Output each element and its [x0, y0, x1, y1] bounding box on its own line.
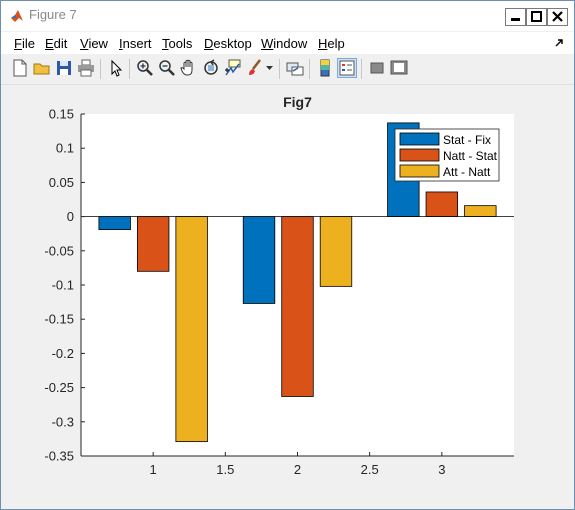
- hide-plot-tools-icon: [370, 62, 384, 74]
- legend-swatch: [399, 164, 440, 178]
- brush-button[interactable]: [245, 58, 265, 78]
- close-button[interactable]: [547, 8, 568, 26]
- y-tick-label: -0.3: [52, 414, 74, 429]
- x-tick-label: 1: [150, 462, 157, 477]
- maximize-icon: [531, 11, 542, 22]
- maximize-button[interactable]: [526, 8, 547, 26]
- pan-button[interactable]: [179, 58, 199, 78]
- rotate-3d-icon: [204, 59, 218, 75]
- y-tick-label: 0.1: [56, 141, 74, 156]
- chevron-down-icon[interactable]: [266, 66, 273, 71]
- edit-plot-arrow-icon: [111, 59, 123, 77]
- zoom-out-icon: [159, 60, 175, 76]
- menu-help[interactable]: Help: [318, 36, 345, 51]
- menu-window[interactable]: Window: [261, 36, 308, 51]
- menu-insert[interactable]: Insert: [119, 36, 152, 51]
- chart-title: Fig7: [283, 94, 312, 110]
- bar: [98, 216, 131, 230]
- menu-file[interactable]: File: [14, 36, 35, 51]
- x-tick-label: 1.5: [216, 462, 234, 477]
- save-icon: [57, 61, 71, 75]
- show-plot-tools-button[interactable]: [389, 58, 409, 78]
- toolbar-separator: [309, 59, 310, 79]
- legend-swatch: [399, 132, 440, 146]
- link-plot-icon: [286, 62, 304, 76]
- new-figure-icon: [13, 59, 27, 77]
- zoom-in-button[interactable]: [135, 58, 155, 78]
- legend-label: Natt - Stat: [443, 149, 498, 163]
- toolbar-separator: [100, 59, 101, 79]
- hide-plot-tools-button[interactable]: [367, 58, 387, 78]
- open-file-button[interactable]: [32, 58, 52, 78]
- y-tick-label: -0.1: [52, 278, 74, 293]
- x-tick-label: 3: [438, 462, 445, 477]
- bar: [425, 191, 459, 217]
- legend-swatch: [399, 148, 440, 162]
- brush-icon: [249, 59, 261, 75]
- y-tick-label: 0: [67, 209, 74, 224]
- data-cursor-button[interactable]: [223, 58, 243, 78]
- close-icon: [552, 11, 563, 22]
- y-tick-label: 0.05: [49, 175, 74, 190]
- x-tick-label: 2: [294, 462, 301, 477]
- rotate-button[interactable]: [201, 58, 221, 78]
- toolbar-separator: [129, 59, 130, 79]
- print-icon: [78, 59, 94, 77]
- insert-legend-icon: [339, 60, 355, 76]
- print-button[interactable]: [76, 58, 96, 78]
- toolbar-separator: [279, 59, 280, 79]
- insert-colorbar-button[interactable]: [315, 58, 335, 78]
- bar: [136, 216, 170, 272]
- bar: [319, 216, 353, 287]
- minimize-button[interactable]: [505, 8, 526, 26]
- open-file-icon: [33, 63, 50, 75]
- new-figure-button[interactable]: [10, 58, 30, 78]
- minimize-icon: [511, 18, 520, 21]
- bar: [281, 216, 314, 397]
- figure-toolbar: [1, 54, 574, 85]
- show-plot-tools-icon: [390, 60, 408, 75]
- bar: [464, 205, 497, 217]
- bar-chart[interactable]: Fig7 0.15 0.1 0.05 0 -0.05 -0.1 -0.15 -0.2 -0.25 -…: [0, 84, 573, 508]
- insert-legend-button[interactable]: [337, 58, 357, 78]
- menu-bar: File Edit View Insert Tools Desktop Wind…: [1, 32, 574, 54]
- window-title: Figure 7: [29, 7, 77, 22]
- legend-label: Att - Natt: [443, 165, 491, 179]
- legend-label: Stat - Fix: [443, 133, 491, 147]
- y-tick-label: -0.25: [44, 380, 74, 395]
- bar: [242, 216, 276, 304]
- zoom-in-icon: [137, 60, 153, 76]
- bar: [175, 216, 208, 443]
- menu-tools[interactable]: Tools: [162, 36, 193, 51]
- insert-colorbar-icon: [320, 59, 330, 77]
- toolbar-separator: [361, 59, 362, 79]
- y-tick-label: -0.2: [52, 346, 74, 361]
- x-tick-label: 2.5: [361, 462, 379, 477]
- pan-hand-icon: [180, 59, 193, 76]
- y-tick-label: 0.15: [49, 107, 74, 122]
- menu-view[interactable]: View: [80, 36, 108, 51]
- y-tick-label: -0.15: [44, 312, 74, 327]
- menu-edit[interactable]: Edit: [45, 36, 68, 51]
- y-tick-label: -0.35: [44, 449, 74, 464]
- title-bar[interactable]: Figure 7: [1, 1, 574, 31]
- y-tick-label: -0.05: [44, 243, 74, 258]
- dock-figure-icon[interactable]: [554, 38, 564, 48]
- save-button[interactable]: [54, 58, 74, 78]
- edit-plot-button[interactable]: [106, 58, 126, 78]
- zoom-out-button[interactable]: [157, 58, 177, 78]
- link-plot-button[interactable]: [285, 58, 305, 78]
- matlab-logo-icon: [11, 10, 23, 22]
- menu-desktop[interactable]: Desktop: [204, 36, 252, 51]
- data-cursor-icon: [225, 59, 241, 76]
